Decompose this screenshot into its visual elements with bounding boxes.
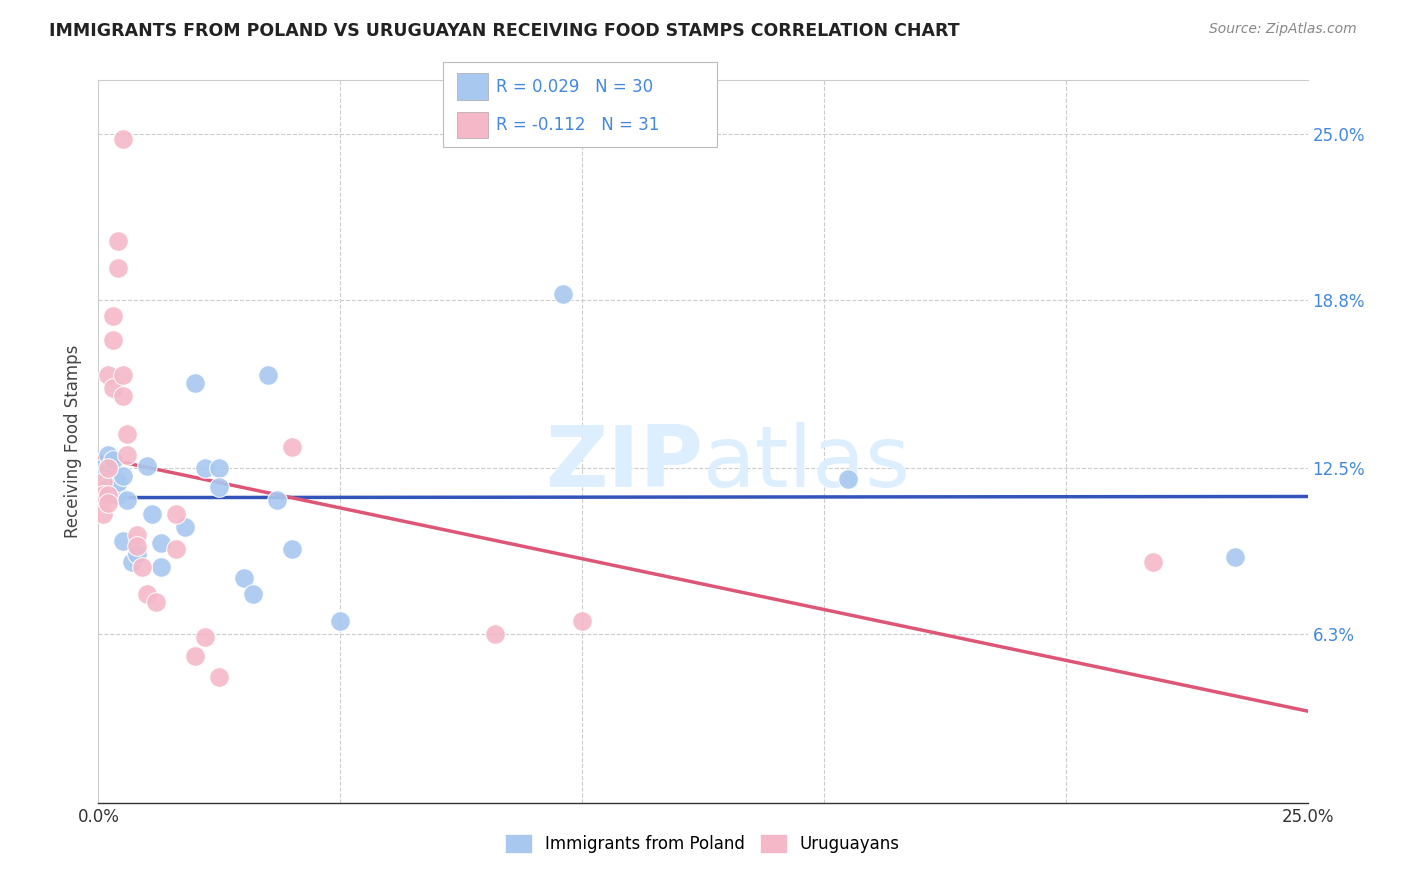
- Point: [329, 614, 352, 628]
- Point: [111, 389, 134, 403]
- Point: [135, 458, 157, 473]
- Point: [242, 587, 264, 601]
- Point: [165, 541, 187, 556]
- Point: [101, 309, 124, 323]
- Point: [208, 461, 231, 475]
- Point: [111, 368, 134, 382]
- Point: [837, 472, 859, 486]
- Point: [101, 467, 124, 481]
- Point: [141, 507, 163, 521]
- Point: [97, 496, 120, 510]
- Point: [127, 528, 149, 542]
- Point: [281, 440, 304, 454]
- Point: [117, 493, 139, 508]
- Y-axis label: Receiving Food Stamps: Receiving Food Stamps: [65, 345, 83, 538]
- Point: [135, 587, 157, 601]
- Point: [1142, 555, 1164, 569]
- Point: [208, 670, 231, 684]
- Point: [150, 536, 173, 550]
- Point: [107, 488, 129, 502]
- Point: [1223, 549, 1246, 564]
- Point: [571, 614, 593, 628]
- Point: [281, 541, 304, 556]
- Text: ZIP: ZIP: [546, 422, 703, 505]
- Point: [101, 333, 124, 347]
- Point: [117, 426, 139, 441]
- Point: [107, 260, 129, 275]
- Point: [97, 448, 120, 462]
- Point: [150, 560, 173, 574]
- Point: [194, 630, 217, 644]
- Point: [145, 595, 167, 609]
- Point: [91, 461, 114, 475]
- Point: [107, 234, 129, 248]
- Point: [91, 507, 114, 521]
- Point: [107, 475, 129, 489]
- Point: [208, 480, 231, 494]
- Text: atlas: atlas: [703, 422, 911, 505]
- Point: [127, 547, 149, 561]
- Point: [194, 461, 217, 475]
- Text: IMMIGRANTS FROM POLAND VS URUGUAYAN RECEIVING FOOD STAMPS CORRELATION CHART: IMMIGRANTS FROM POLAND VS URUGUAYAN RECE…: [49, 22, 960, 40]
- Point: [111, 533, 134, 548]
- Point: [551, 287, 574, 301]
- Point: [111, 132, 134, 146]
- Point: [97, 461, 120, 475]
- Text: Source: ZipAtlas.com: Source: ZipAtlas.com: [1209, 22, 1357, 37]
- Point: [117, 448, 139, 462]
- Point: [97, 368, 120, 382]
- Point: [184, 376, 207, 390]
- Text: R = 0.029   N = 30: R = 0.029 N = 30: [496, 78, 654, 95]
- Point: [111, 469, 134, 483]
- Point: [131, 560, 153, 574]
- Point: [484, 627, 506, 641]
- Point: [97, 480, 120, 494]
- Point: [121, 555, 143, 569]
- Point: [165, 507, 187, 521]
- Point: [174, 520, 197, 534]
- Point: [91, 488, 114, 502]
- Point: [101, 381, 124, 395]
- Legend: Immigrants from Poland, Uruguayans: Immigrants from Poland, Uruguayans: [499, 828, 907, 860]
- Point: [91, 475, 114, 489]
- Point: [97, 488, 120, 502]
- Point: [256, 368, 278, 382]
- Point: [101, 453, 124, 467]
- Text: R = -0.112   N = 31: R = -0.112 N = 31: [496, 116, 659, 134]
- Point: [127, 539, 149, 553]
- Point: [184, 648, 207, 663]
- Point: [232, 571, 254, 585]
- Point: [266, 493, 288, 508]
